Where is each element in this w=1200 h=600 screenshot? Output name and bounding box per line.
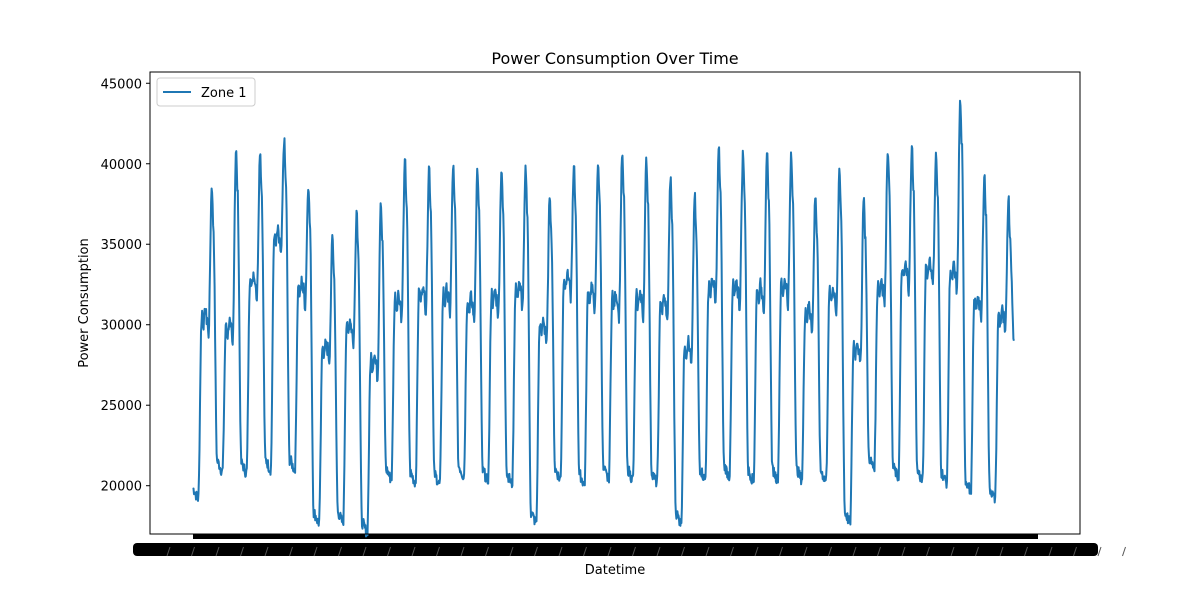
x-tick-label-fragment [534, 546, 538, 557]
x-axis-label: Datetime [585, 563, 645, 578]
x-tick-label-fragment [1097, 546, 1102, 557]
x-tick-label-fragment [313, 546, 318, 557]
x-tick-label-fragment [852, 546, 857, 557]
x-axis-ticks [133, 534, 1126, 557]
x-tick-label-fragment [509, 546, 514, 557]
x-tick-label-fragment [485, 546, 489, 557]
x-tick-label-fragment [289, 546, 293, 557]
x-tick-label-fragment [362, 546, 367, 557]
x-tick-label-fragment [975, 546, 979, 557]
x-tick-label-fragment [240, 546, 244, 557]
x-tick-label-fragment [656, 546, 661, 557]
x-tick-label-fragment [411, 546, 416, 557]
x-tick-label-fragment [1048, 546, 1053, 557]
x-tick-label-fragment [877, 546, 881, 557]
x-tick-label-fragment [730, 546, 734, 557]
x-tick-label-fragment [460, 546, 465, 557]
y-tick-label: 35000 [101, 238, 142, 253]
x-tick-label-fragment [803, 546, 808, 557]
x-tick-label-fragment [436, 546, 440, 557]
y-tick-label: 45000 [101, 77, 142, 92]
legend-box [156, 77, 256, 107]
x-tick-label-fragment [754, 546, 759, 557]
x-tick-label-fragment [264, 546, 269, 557]
x-tick-label-fragment [779, 546, 783, 557]
x-tick-label-fragment [632, 546, 636, 557]
y-axis-label: Power Consumption [77, 238, 92, 368]
x-tick-label-fragment [681, 546, 685, 557]
x-tick-label-fragment [387, 546, 391, 557]
x-tick-label-fragment [607, 546, 612, 557]
x-tick-label-fragment [338, 546, 342, 557]
legend-label-zone-1: Zone 1 [201, 86, 247, 101]
x-tick-label-fragment [1024, 546, 1028, 557]
legend: Zone 1 [156, 77, 256, 107]
chart-title: Power Consumption Over Time [491, 49, 738, 68]
plot-frame [149, 71, 1081, 535]
x-tick-label-fragment [828, 546, 832, 557]
x-tick-label-fragment [166, 546, 171, 557]
x-tick-label-fragment [705, 546, 710, 557]
x-tick-label-fragment [191, 546, 195, 557]
x-tick-marks [193, 534, 1038, 539]
x-tick-label-fragment [1073, 546, 1077, 557]
x-tick-label-fragment [926, 546, 930, 557]
x-tick-label-fragment [1122, 546, 1126, 557]
y-tick-label: 25000 [101, 399, 142, 414]
y-tick-label: 30000 [101, 319, 142, 334]
y-tick-label: 40000 [101, 158, 142, 173]
y-tick-label: 20000 [101, 480, 142, 495]
x-tick-labels-overlapping [133, 543, 1098, 556]
x-tick-label-fragment [999, 546, 1004, 557]
x-tick-label-fragment [583, 546, 587, 557]
y-axis-ticks: 20000 25000 30000 35000 40000 45000 [101, 77, 150, 495]
x-tick-label-fragment [901, 546, 906, 557]
x-tick-label-fragment [558, 546, 563, 557]
x-tick-label-fragment [215, 546, 220, 557]
x-tick-label-fragment [950, 546, 955, 557]
series-line-zone-1 [192, 99, 1015, 538]
